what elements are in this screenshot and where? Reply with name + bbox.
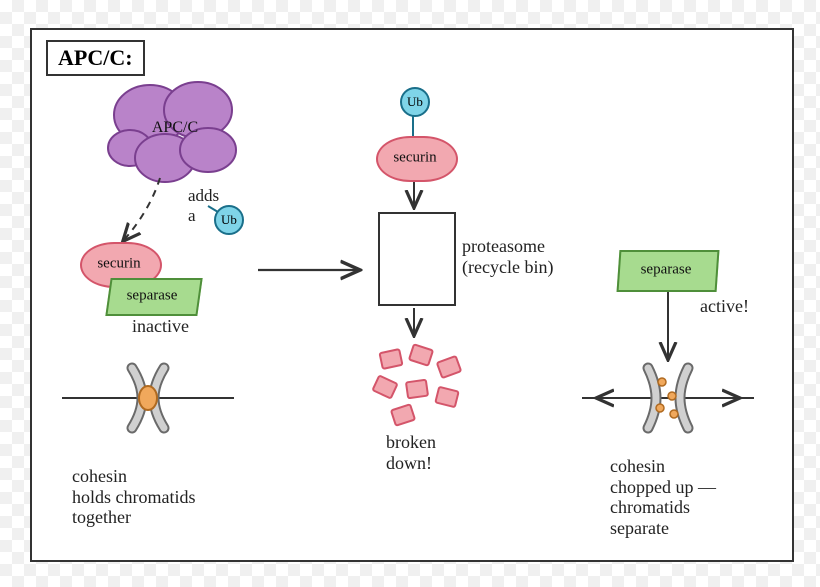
fragment bbox=[405, 379, 429, 400]
cohesin-chopped-label: cohesin chopped up — chromatids separate bbox=[610, 456, 716, 539]
inactive-label: inactive bbox=[132, 316, 189, 337]
ub-tag-1: Ub bbox=[214, 205, 244, 235]
active-label: active! bbox=[700, 296, 749, 317]
proteasome-box bbox=[378, 212, 456, 306]
cohesin-holds-label: cohesin holds chromatids together bbox=[72, 466, 196, 528]
securin-2-label: securin bbox=[393, 150, 436, 167]
securin-1-label: securin bbox=[97, 256, 140, 273]
ub-tag-2: Ub bbox=[400, 87, 430, 117]
panel-title: APC/C: bbox=[46, 40, 145, 76]
proteasome-label: proteasome (recycle bin) bbox=[462, 236, 553, 277]
apc-label: APC/C bbox=[152, 119, 198, 137]
ub-tag-1-label: Ub bbox=[221, 212, 237, 228]
separase-2-label: separase bbox=[641, 262, 692, 279]
broken-down-label: broken down! bbox=[386, 432, 436, 473]
separase-1-label: separase bbox=[127, 288, 178, 305]
ub-tag-2-label: Ub bbox=[407, 94, 423, 110]
